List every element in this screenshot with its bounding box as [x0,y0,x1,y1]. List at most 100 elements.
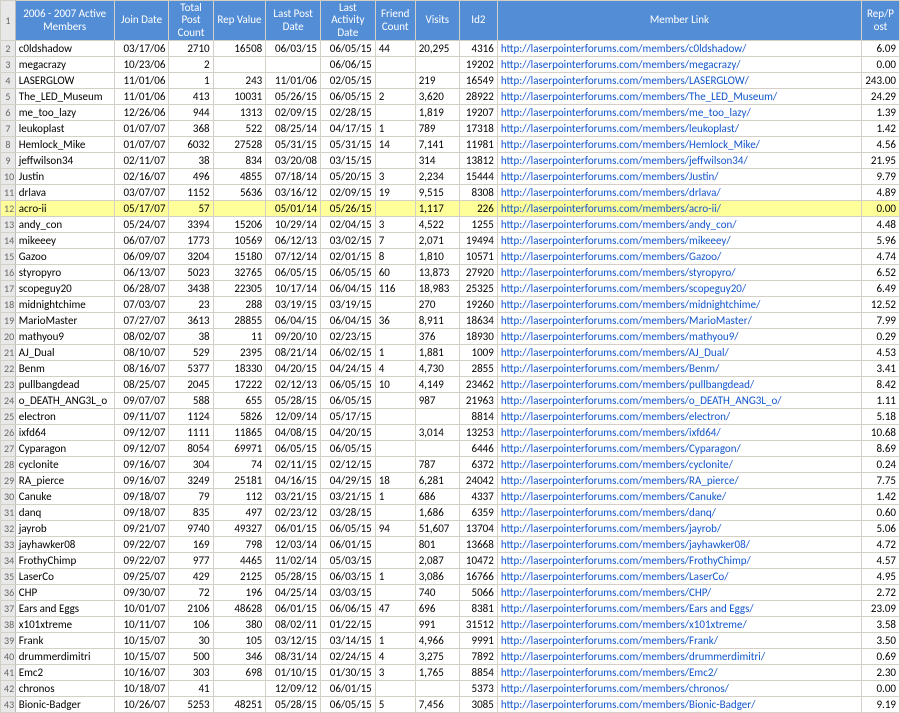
cell-posts: 1773 [169,233,213,249]
cell-act: 02/05/15 [320,73,375,89]
cell-posts: 8054 [169,441,213,457]
cell-join: 09/18/07 [114,505,169,521]
cell-posts: 57 [169,201,213,217]
cell-friend: 8 [375,249,415,265]
cell-act: 06/06/15 [320,57,375,73]
cell-link: http://laserpointerforums.com/members/me… [497,57,861,73]
cell-id2: 10472 [459,553,497,569]
cell-ratio: 4.56 [862,137,900,153]
table-row: 6me_too_lazy12/26/06944131302/09/1502/28… [1,105,900,121]
cell-name: midnightchime [15,297,114,313]
cell-rep: 11865 [213,425,266,441]
cell-ratio: 0.00 [862,201,900,217]
row-number: 21 [1,345,16,361]
cell-join: 05/17/07 [114,201,169,217]
cell-id2: 16766 [459,569,497,585]
table-row: 32jayrob09/21/0797404932706/01/1506/05/1… [1,521,900,537]
cell-join: 09/12/07 [114,441,169,457]
cell-visits: 270 [415,297,459,313]
cell-rep: 698 [213,665,266,681]
cell-id2: 13812 [459,153,497,169]
cell-rep [213,57,266,73]
cell-join: 08/02/07 [114,329,169,345]
cell-join: 11/01/06 [114,73,169,89]
cell-friend: 116 [375,281,415,297]
cell-posts: 3613 [169,313,213,329]
cell-posts: 944 [169,105,213,121]
cell-join: 09/11/07 [114,409,169,425]
cell-last: 09/20/10 [266,329,321,345]
cell-link: http://laserpointerforums.com/members/Fr… [497,553,861,569]
cell-posts: 977 [169,553,213,569]
cell-id2: 19494 [459,233,497,249]
cell-act: 06/02/15 [320,345,375,361]
cell-ratio: 243.00 [862,73,900,89]
col-header: Friend Count [375,1,415,41]
cell-friend [375,457,415,473]
cell-rep: 834 [213,153,266,169]
cell-link: http://laserpointerforums.com/members/Th… [497,89,861,105]
cell-posts: 106 [169,617,213,633]
cell-join: 08/25/07 [114,377,169,393]
cell-ratio: 21.95 [862,153,900,169]
col-header: Visits [415,1,459,41]
cell-visits: 1,117 [415,201,459,217]
cell-ratio: 4.57 [862,553,900,569]
row-number: 38 [1,617,16,633]
cell-rep [213,201,266,217]
table-row: 14mikeeey06/07/0717731056906/12/1303/02/… [1,233,900,249]
cell-id2: 9991 [459,633,497,649]
cell-friend [375,153,415,169]
cell-act: 05/20/15 [320,169,375,185]
cell-posts: 2045 [169,377,213,393]
cell-act: 05/31/15 [320,137,375,153]
cell-rep: 798 [213,537,266,553]
cell-name: me_too_lazy [15,105,114,121]
cell-posts: 529 [169,345,213,361]
cell-link: http://laserpointerforums.com/members/an… [497,217,861,233]
cell-posts: 1111 [169,425,213,441]
col-header: Total Post Count [169,1,213,41]
table-row: 37Ears and Eggs10/01/0721064862806/01/15… [1,601,900,617]
cell-visits: 20,295 [415,41,459,57]
cell-id2: 3085 [459,697,497,713]
cell-id2: 8854 [459,665,497,681]
cell-id2: 4337 [459,489,497,505]
cell-posts: 6032 [169,137,213,153]
corner-cell: 1 [1,1,16,41]
cell-ratio: 0.29 [862,329,900,345]
cell-name: jayrob [15,521,114,537]
cell-act: 03/14/15 [320,633,375,649]
table-row: 11drlava03/07/071152563603/16/1202/09/15… [1,185,900,201]
cell-posts: 30 [169,633,213,649]
table-row: 3megacrazy10/23/06206/06/1519202http://l… [1,57,900,73]
col-header: Last Post Date [266,1,321,41]
cell-last: 06/05/15 [266,265,321,281]
row-number: 12 [1,201,16,217]
cell-id2: 27920 [459,265,497,281]
cell-posts: 5253 [169,697,213,713]
cell-link: http://laserpointerforums.com/members/mi… [497,233,861,249]
cell-rep: 2125 [213,569,266,585]
cell-act: 06/05/15 [320,377,375,393]
cell-rep: 10031 [213,89,266,105]
cell-ratio: 7.99 [862,313,900,329]
cell-rep: 16508 [213,41,266,57]
cell-link: http://laserpointerforums.com/members/je… [497,153,861,169]
table-row: 17scopeguy2006/28/0734382230510/17/1406/… [1,281,900,297]
cell-join: 12/26/06 [114,105,169,121]
cell-rep: 15206 [213,217,266,233]
cell-name: o_DEATH_ANG3L_o [15,393,114,409]
cell-link: http://laserpointerforums.com/members/cy… [497,457,861,473]
table-row: 7leukoplast01/07/0736852208/25/1404/17/1… [1,121,900,137]
cell-act: 06/05/15 [320,89,375,105]
cell-id2: 19202 [459,57,497,73]
cell-posts: 5377 [169,361,213,377]
row-number: 5 [1,89,16,105]
table-row: 26ixfd6409/12/0711111186504/08/1504/20/1… [1,425,900,441]
row-number: 32 [1,521,16,537]
members-table: 12006 - 2007 Active MembersJoin DateTota… [0,0,900,713]
cell-visits: 991 [415,617,459,633]
cell-last: 04/25/14 [266,585,321,601]
cell-posts: 303 [169,665,213,681]
